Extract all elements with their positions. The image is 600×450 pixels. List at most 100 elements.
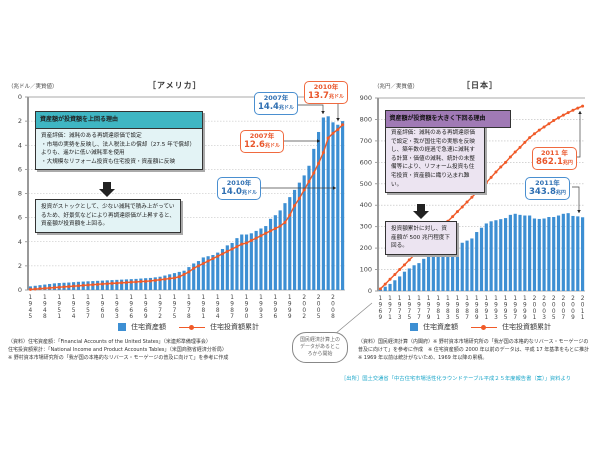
jp-bar-1998: [518, 214, 522, 291]
jp-bar-2003: [542, 218, 546, 291]
jp-bar-1989: [475, 232, 479, 291]
callout-value: 14.0: [221, 187, 242, 197]
us-bar-2002: [302, 175, 306, 290]
jp-chart-title: ［日本］: [462, 81, 498, 90]
us-reason-line: ・市場の実勢を反映し、法人税法上の償却（27.5 年で償却）よりも、遥かに低い減…: [41, 141, 196, 157]
us-bar-2004: [312, 148, 316, 290]
us-source: （資料）住宅資産額：「Financial Accounts of the Uni…: [8, 338, 288, 362]
us-bar-1968: [139, 278, 143, 290]
jp-line-point-1974: [402, 263, 406, 267]
legend-label: 住宅資産額: [423, 323, 458, 331]
jp-line-point-2005: [552, 119, 556, 123]
us-line-point-2001: [297, 196, 301, 200]
us-result-box: 投資がストックとして、少ない減耗で積み上がっているため、好景気などにより再調達原…: [35, 199, 181, 233]
legend-bar-swatch: [118, 323, 126, 331]
us-line-point-1961: [105, 282, 109, 286]
us-bar-2005: [316, 131, 321, 290]
us-line-point-2006: [321, 150, 325, 154]
jp-line-point-1992: [489, 175, 493, 179]
jp-y-tick-label: 100: [360, 266, 372, 274]
us-bar-1995: [268, 218, 273, 290]
us-bar-1986: [225, 245, 229, 290]
jp-bar-1978: [422, 258, 426, 291]
jp-bar-1980: [431, 254, 435, 291]
jp-line-point-1994: [499, 165, 503, 169]
jp-leader: [577, 111, 581, 158]
jp-bar-1995: [503, 218, 508, 291]
us-line-point-1991: [249, 239, 253, 243]
us-line-point-1984: [216, 254, 220, 258]
legend-line-swatch: [179, 323, 205, 331]
us-bar-2010: [341, 121, 345, 290]
jp-y-tick-label: 0: [368, 287, 372, 295]
jp-bar-2004: [547, 217, 551, 291]
jp-source: （資料）国民経済計算（内閣府）※ 野村資本市場研究所の「我が国の本格的なリバース…: [358, 339, 590, 361]
us-line-point-1950: [52, 286, 56, 290]
jp-bar-1991: [484, 223, 488, 291]
us-bar-1988: [235, 238, 239, 290]
us-line-point-1964: [120, 281, 124, 285]
us-line-point-2008: [331, 131, 335, 135]
us-bar-1973: [163, 275, 167, 290]
us-line-point-1993: [259, 234, 263, 238]
us-y-tick-label: 4: [18, 141, 22, 149]
us-callout-2010-investment: 2010年 13.7兆ドル: [304, 81, 348, 104]
us-line-point-1960: [100, 282, 104, 286]
jp-line-point-1975: [407, 258, 411, 262]
source-line: （資料）住宅資産額：「Financial Accounts of the Uni…: [8, 339, 211, 345]
jp-line-point-1988: [470, 195, 474, 199]
jp-leader-arrowhead-icon: [577, 210, 581, 213]
us-line-point-1994: [264, 231, 268, 235]
us-line-point-1989: [240, 242, 244, 246]
us-line-point-1977: [182, 272, 186, 276]
source-line: ※ 野村資本市場研究所の「我が国の本格的なリバース・モーゲージの普及に向けて」を…: [8, 355, 229, 361]
us-chart-title: ［アメリカ］: [148, 81, 202, 90]
us-bar-1969: [144, 278, 148, 290]
jp-bar-1982: [441, 250, 445, 291]
jp-bar-2005: [552, 217, 556, 291]
us-reason-header: 資産額が投資額を上回る理由: [36, 112, 202, 129]
callout-unit: 兆ドル: [241, 190, 257, 196]
us-line-point-1978: [187, 270, 191, 274]
jp-callout-2011-asset: 2011年 343.8兆円: [525, 177, 570, 200]
us-bar-1991: [249, 233, 253, 290]
us-leader: [297, 104, 324, 114]
us-bar-1987: [230, 242, 234, 290]
jp-reason-box: 資産額が投資額を大きく下回る理由 資産評価：減耗のある再調達原価で設定・我が国住…: [384, 109, 511, 194]
us-y-axis-label: （兆ドル／実質値）: [8, 84, 58, 90]
us-reason-line: ・大規模なリフォーム投資も住宅投資・資産額に反映: [41, 158, 176, 165]
us-line-point-1975: [172, 276, 176, 280]
callout-value: 862.1: [536, 157, 563, 167]
us-line-point-1948: [43, 286, 47, 290]
jp-y-tick-label: 500: [360, 180, 372, 188]
jp-down-arrow-icon: [413, 204, 429, 219]
us-line-point-1963: [115, 281, 119, 285]
us-bar-1966: [129, 279, 133, 290]
us-bar-1971: [153, 277, 157, 290]
